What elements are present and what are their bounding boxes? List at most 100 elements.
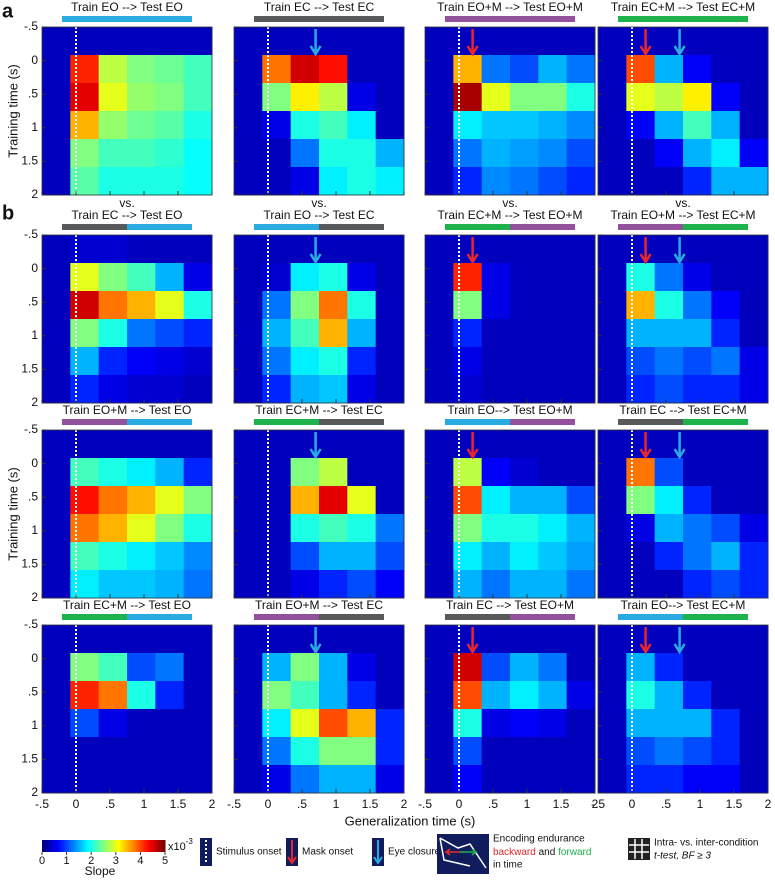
heat-cell [453,653,483,682]
legend-text: Stimulus onset [216,847,282,858]
heat-cell [566,625,596,654]
heat-cell [654,83,684,112]
heat-cell [739,27,769,56]
y-tick-label: .5 [28,489,38,503]
heat-cell [739,235,769,264]
heat-cell [375,167,405,196]
heat-cell [425,625,454,654]
heat-cell [42,319,71,348]
heat-cell [711,111,741,140]
heat-cell [425,737,454,766]
heat-cell [375,319,405,348]
heat-cell [42,111,71,140]
heat-cell [98,737,128,766]
heat-cell [98,625,128,654]
heat-cell [510,681,539,710]
heat-cell [453,55,483,84]
heat-cell [683,653,712,682]
heat-cell [262,375,292,404]
event-arrow [466,29,479,57]
heat-cell [70,235,100,264]
legend-text: Intra- vs. inter-condition [654,838,759,849]
colorbar-swatch [150,840,154,852]
heat-cell [654,570,684,599]
heat-cell [626,263,656,292]
heat-cell [538,625,568,654]
x-tick-label: -.5 [418,797,432,811]
plot-frame [41,429,213,599]
heat-cell [739,55,769,84]
plot-frame [41,624,213,794]
heat-cell [425,111,454,140]
condition-bar [319,419,384,425]
condition-bar [62,224,127,230]
heat-cell [155,167,185,196]
colorbar-swatch [126,840,129,852]
heat-cell [481,235,511,264]
heat-cell [319,27,348,56]
panel-title: Train EO+M --> Test EC [255,598,383,612]
y-tick-label: 1.5 [21,752,38,766]
colorbar-swatch [113,840,117,852]
heat-cell [739,111,769,140]
heat-cell [70,139,100,168]
heat-cell [566,263,596,292]
heat-cell [739,263,769,292]
panel-title: Train EO+M --> Test EO [63,403,192,417]
heat-cell [155,542,185,571]
condition-bar [319,614,384,620]
heat-cell [683,737,712,766]
heat-cell [481,291,511,320]
heat-cell [654,167,684,196]
heat-cell [127,139,156,168]
x-tick-label: -.5 [227,797,241,811]
heat-cell [234,570,263,599]
heat-cell [598,430,627,459]
colorbar-swatch [66,840,70,852]
heat-cell [319,83,348,112]
heat-cell [566,291,596,320]
heat-cell [711,375,741,404]
condition-bar [683,614,748,620]
heat-cell [347,27,377,56]
x-tick-label: .5 [297,797,307,811]
heat-cell [711,167,741,196]
heat-cell [319,347,348,376]
heat-cell [453,570,483,599]
heat-cell [98,27,128,56]
legend: Slope x10-3 Stimulus onset Mask onset Ey… [85,834,759,879]
y-tick-label: 1.5 [21,154,38,168]
heat-cell [510,235,539,264]
heat-cell [347,430,377,459]
heat-cell [481,167,511,196]
heat-cell [42,542,71,571]
heat-cell [453,375,483,404]
colorbar-swatch [74,840,78,852]
heat-cell [42,27,71,56]
heat-cell [127,83,156,112]
heat-cell [183,375,213,404]
heat-cell [127,319,156,348]
condition-bar [510,419,575,425]
heat-cell [234,167,263,196]
heat-cell [375,430,405,459]
heat-cell [70,27,100,56]
heat-cell [42,458,71,487]
heat-cell [566,514,596,543]
heat-cell [234,458,263,487]
colorbar-swatch [111,840,115,852]
condition-bar [319,224,384,230]
heat-cell [42,709,71,738]
heat-cell [481,653,511,682]
heat-cell [375,347,405,376]
heat-cell [481,430,511,459]
heat-cell [290,514,320,543]
plot-frame [424,26,596,196]
heat-cell [510,263,539,292]
colorbar-swatch [78,840,82,852]
heat-cell [425,291,454,320]
heat-cell [683,347,712,376]
heat-cell [425,681,454,710]
heat-cell [453,263,483,292]
y-tick-label: 0 [31,651,38,665]
